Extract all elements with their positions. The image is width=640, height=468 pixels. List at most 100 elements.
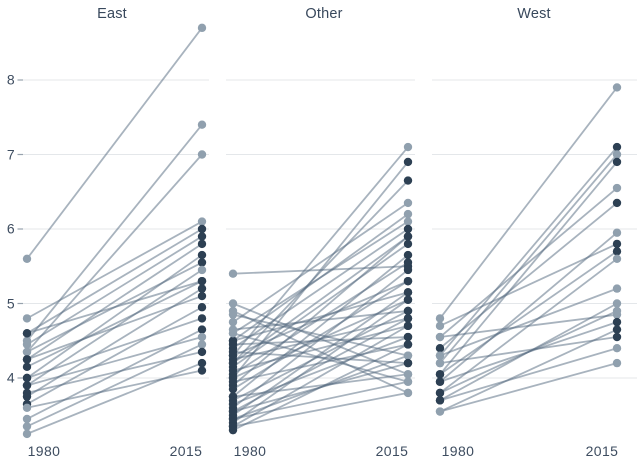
point-1980 [435,344,445,353]
slope-line [26,243,203,361]
point-1980 [22,422,32,431]
point-2015 [612,254,622,263]
point-2015 [403,239,413,249]
slope-line [232,265,409,275]
point-2015 [403,295,413,304]
point-1980 [228,392,238,401]
point-1980 [435,407,445,416]
point-1980 [228,377,238,386]
point-2015 [403,314,413,323]
point-2015 [612,247,622,256]
facet-title-east: East [97,6,127,22]
point-1980 [435,370,445,379]
slope-line [26,228,203,335]
point-1980 [228,340,238,349]
point-1980 [22,254,32,263]
slope-line [232,291,409,342]
point-2015 [403,288,413,297]
point-1980 [228,366,238,375]
x-label-west-1980: 1980 [441,443,475,459]
point-1980 [435,321,445,331]
point-1980 [22,429,32,439]
slope-line [232,392,409,428]
point-2015 [403,340,413,349]
x-label-other-2015: 2015 [375,443,409,459]
point-2015 [197,239,207,249]
slope-line [26,317,203,379]
point-2015 [197,347,207,357]
point-1980 [435,358,445,368]
slope-line [232,299,409,424]
point-2015 [197,258,207,267]
x-label-east-2015: 2015 [169,443,203,459]
point-2015 [403,217,413,226]
slope-line [439,146,618,357]
y-tick-label-8: 8 [6,71,15,88]
point-2015 [403,142,413,152]
point-1980 [22,314,32,323]
point-1980 [228,329,238,338]
y-tick-label-6: 6 [6,220,15,237]
point-1980 [22,414,32,424]
point-1980 [228,269,238,278]
point-2015 [197,265,207,275]
slope-line [232,310,409,394]
point-2015 [612,157,622,167]
point-2015 [612,83,622,92]
point-2015 [612,344,622,353]
slope-line [26,27,203,260]
slope-line [439,347,618,402]
slope-line [232,302,409,376]
slope-line [439,328,618,413]
slope-line [439,250,618,376]
point-1980 [435,377,445,386]
point-2015 [197,314,207,323]
point-2015 [612,325,622,334]
slope-line [232,235,409,364]
point-2015 [612,358,622,368]
point-2015 [403,176,413,185]
point-2015 [197,366,207,375]
point-1980 [435,351,445,360]
point-2015 [612,299,622,308]
slope-line [26,235,203,346]
slope-line [232,343,409,383]
point-1980 [228,347,238,357]
point-2015 [403,276,413,286]
point-1980 [228,414,238,424]
point-2015 [197,224,207,234]
point-2015 [403,306,413,316]
slope-line [439,287,618,357]
point-2015 [197,358,207,368]
slope-line [232,254,409,398]
point-2015 [197,150,207,159]
point-2015 [403,209,413,219]
point-2015 [403,232,413,241]
y-tick-label-7: 7 [6,146,15,163]
slope-line [232,324,409,372]
point-1980 [22,340,32,349]
point-1980 [22,329,32,338]
point-2015 [197,120,207,129]
point-1980 [22,362,32,372]
slope-line [26,343,203,428]
point-2015 [612,239,622,249]
slope-line [439,313,618,338]
slope-line [439,187,618,338]
x-label-west-2015: 2015 [585,443,619,459]
point-2015 [612,150,622,159]
point-2015 [612,198,622,208]
point-1980 [228,422,238,431]
point-1980 [228,317,238,327]
slope-line [232,202,409,323]
point-2015 [403,265,413,275]
facet-title-west: West [517,6,551,22]
point-2015 [612,306,622,316]
facet-title-other: Other [305,6,343,22]
point-2015 [197,325,207,334]
point-1980 [22,347,32,357]
point-2015 [197,303,207,312]
point-2015 [197,276,207,286]
